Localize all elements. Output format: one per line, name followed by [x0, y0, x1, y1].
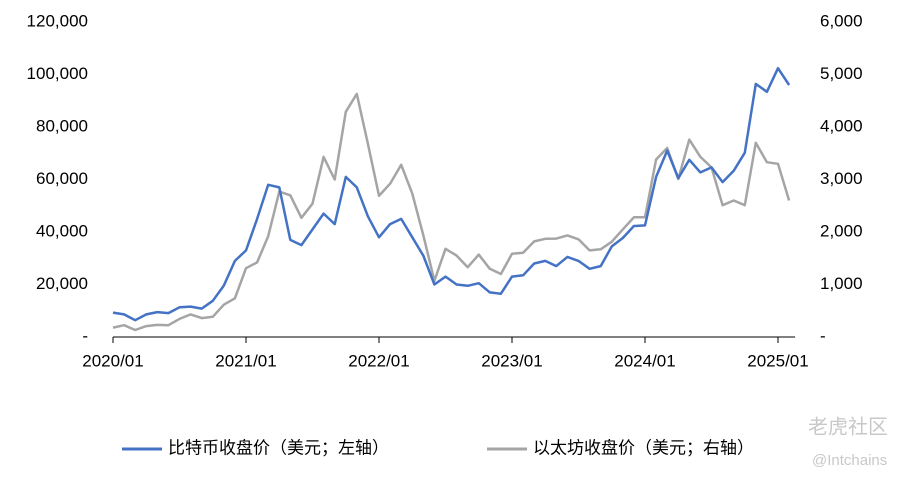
legend-label: 比特币收盘价（美元；左轴） [168, 438, 389, 457]
y-tick-label: 120,000 [27, 11, 88, 30]
y2-tick-label: 4,000 [820, 116, 863, 135]
watermark: @Intchains [812, 452, 887, 469]
watermark: 老虎社区 [808, 415, 888, 438]
y2-tick-label: 6,000 [820, 11, 863, 30]
y-tick-label: 60,000 [36, 169, 88, 188]
x-tick-label: 2025/01 [747, 351, 808, 370]
x-tick-label: 2023/01 [481, 351, 542, 370]
x-tick-label: 2020/01 [82, 351, 143, 370]
y-tick-label: 20,000 [36, 274, 88, 293]
y-tick-label: 80,000 [36, 116, 88, 135]
y2-tick-label: 2,000 [820, 221, 863, 240]
y2-tick-label: 1,000 [820, 274, 863, 293]
y2-tick-label: 3,000 [820, 169, 863, 188]
y2-tick-label: 5,000 [820, 64, 863, 83]
y2-tick-label: - [820, 326, 826, 345]
x-tick-label: 2024/01 [614, 351, 675, 370]
x-tick-label: 2022/01 [348, 351, 409, 370]
series-line [112, 66, 791, 322]
series-line [112, 92, 791, 332]
x-tick-label: 2021/01 [215, 351, 276, 370]
y-tick-label: - [82, 326, 88, 345]
legend-label: 以太坊收盘价（美元；右轴） [533, 438, 754, 457]
y-tick-label: 100,000 [27, 64, 88, 83]
y-tick-label: 40,000 [36, 221, 88, 240]
